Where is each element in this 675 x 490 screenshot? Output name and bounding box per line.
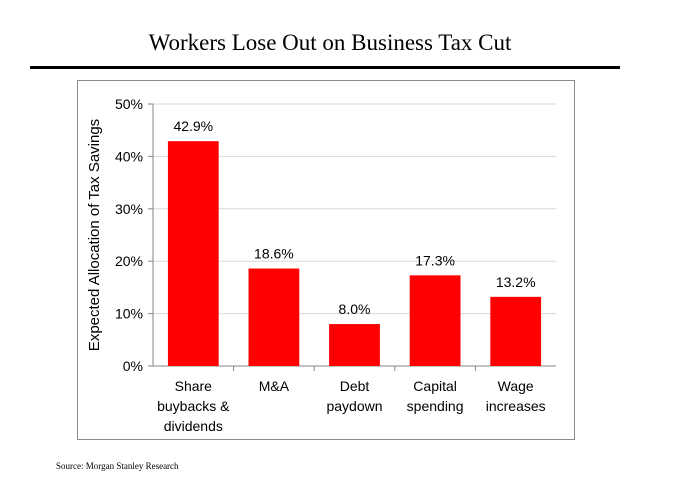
bar — [167, 141, 219, 366]
data-label: 8.0% — [339, 301, 371, 317]
y-tick-label: 50% — [115, 96, 143, 112]
bar — [248, 268, 300, 366]
y-tick-label: 10% — [115, 306, 143, 322]
bar — [329, 324, 380, 366]
x-tick-label: buybacks & — [157, 398, 230, 414]
data-label: 13.2% — [496, 274, 536, 290]
y-tick-label: 30% — [115, 201, 143, 217]
x-tick-label: Wage — [498, 378, 534, 394]
title-divider — [30, 66, 620, 69]
source-note: Source: Morgan Stanley Research — [56, 461, 179, 471]
chart-frame — [77, 80, 575, 440]
x-tick-label: M&A — [259, 378, 290, 394]
bar — [409, 275, 461, 366]
x-tick-label: Debt — [340, 378, 370, 394]
x-tick-label: spending — [407, 398, 464, 414]
y-tick-label: 20% — [115, 253, 143, 269]
x-tick-label: dividends — [164, 418, 223, 434]
x-tick-label: Share — [175, 378, 213, 394]
data-label: 18.6% — [254, 246, 294, 262]
x-tick-label: increases — [486, 398, 546, 414]
x-tick-label: paydown — [326, 398, 382, 414]
bar — [490, 296, 542, 366]
y-axis-label: Expected Allocation of Tax Savings — [86, 119, 103, 351]
page-title: Workers Lose Out on Business Tax Cut — [148, 30, 512, 55]
y-tick-label: 40% — [115, 148, 143, 164]
data-label: 17.3% — [415, 252, 455, 268]
data-label: 42.9% — [173, 118, 213, 134]
x-tick-label: Capital — [413, 378, 457, 394]
y-tick-label: 0% — [123, 358, 143, 374]
